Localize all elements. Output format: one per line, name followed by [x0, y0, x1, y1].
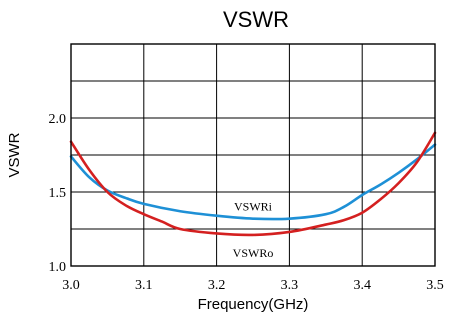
x-tick-label-4: 3.4: [353, 278, 371, 293]
x-tick-labels: 3.0 3.1 3.2 3.3 3.4 3.5: [62, 278, 444, 293]
x-tick-label-1: 3.1: [135, 278, 153, 293]
plot-frame: [70, 43, 436, 267]
series-label-vswro: VSWRo: [233, 246, 274, 260]
chart-title: VSWR: [223, 7, 289, 32]
series-group: [69, 131, 437, 237]
y-tick-label-2: 2.0: [49, 112, 67, 127]
x-axis-label: Frequency(GHz): [198, 296, 309, 313]
y-tick-label-0: 1.0: [49, 260, 67, 275]
series-label-vswri: VSWRi: [234, 200, 273, 214]
series-line-vswro: [69, 131, 437, 237]
series-labels: VSWRi VSWRo: [233, 200, 274, 260]
grid: [70, 43, 436, 267]
x-tick-label-2: 3.2: [208, 278, 226, 293]
x-tick-label-0: 3.0: [62, 278, 80, 293]
y-tick-labels: 1.0 1.5 2.0: [49, 112, 67, 275]
x-tick-label-3: 3.3: [281, 278, 299, 293]
y-axis-label: VSWR: [6, 132, 23, 177]
series-line-vswri: [69, 143, 437, 221]
y-tick-label-1: 1.5: [49, 186, 67, 201]
x-tick-label-5: 3.5: [426, 278, 444, 293]
